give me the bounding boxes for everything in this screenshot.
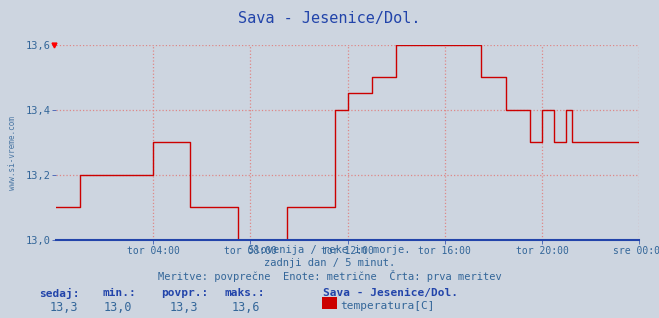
Text: zadnji dan / 5 minut.: zadnji dan / 5 minut. [264, 258, 395, 267]
Text: 13,0: 13,0 [104, 301, 132, 314]
Text: www.si-vreme.com: www.si-vreme.com [8, 116, 17, 190]
Text: min.:: min.: [102, 288, 136, 298]
Text: 13,6: 13,6 [232, 301, 260, 314]
Text: maks.:: maks.: [224, 288, 264, 298]
Text: sedaj:: sedaj: [40, 288, 80, 300]
Text: 13,3: 13,3 [170, 301, 198, 314]
Text: Meritve: povprečne  Enote: metrične  Črta: prva meritev: Meritve: povprečne Enote: metrične Črta:… [158, 270, 501, 282]
Text: povpr.:: povpr.: [161, 288, 209, 298]
Text: 13,3: 13,3 [49, 301, 78, 314]
Text: Sava - Jesenice/Dol.: Sava - Jesenice/Dol. [239, 11, 420, 26]
Text: Slovenija / reke in morje.: Slovenija / reke in morje. [248, 245, 411, 255]
Text: Sava - Jesenice/Dol.: Sava - Jesenice/Dol. [323, 288, 458, 298]
Text: temperatura[C]: temperatura[C] [341, 301, 435, 310]
